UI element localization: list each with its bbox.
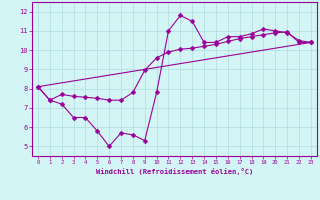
- X-axis label: Windchill (Refroidissement éolien,°C): Windchill (Refroidissement éolien,°C): [96, 168, 253, 175]
